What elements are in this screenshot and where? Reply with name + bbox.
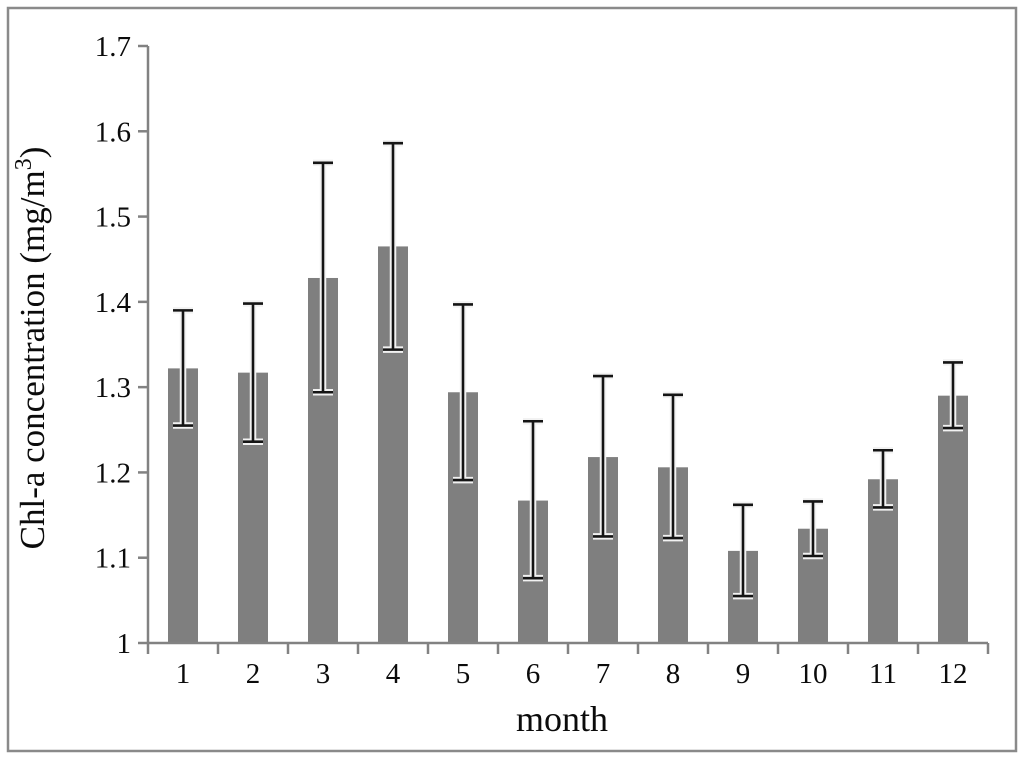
y-tick-label: 1.6 [95,116,131,148]
error-bar-month-9 [733,501,753,600]
error-bar-month-11 [873,447,893,511]
x-tick-label: 6 [526,658,541,690]
x-tick-label: 8 [666,658,681,690]
y-tick-label: 1.1 [95,543,131,575]
bar-month-12 [938,395,968,643]
error-bar-month-4 [383,139,403,353]
x-tick-label: 3 [316,658,331,690]
x-tick-label: 7 [596,658,611,690]
error-bar-month-12 [943,359,963,432]
x-tick-label: 5 [456,658,471,690]
x-tick-label: 12 [939,658,968,690]
error-bar-month-10 [803,498,823,560]
y-tick-label: 1.5 [95,202,131,234]
error-bar-month-2 [243,300,263,445]
y-tick-label: 1 [117,628,132,660]
y-tick-label: 1.7 [95,31,131,63]
x-tick-label: 4 [386,658,401,690]
error-bar-month-6 [523,418,543,582]
y-tick-label: 1.4 [95,287,132,319]
x-tick-label: 2 [246,658,261,690]
error-bar-month-1 [173,307,193,429]
y-tick-label: 1.2 [95,457,131,489]
x-tick-label: 9 [736,658,751,690]
plot-area: 11.11.21.31.41.51.61.71 2 3 4 5 6 7 8 9 10 11 12 [95,31,990,690]
x-axis-title: month [516,699,608,739]
error-bar-month-3 [313,159,333,396]
x-tick-label: 10 [799,658,828,690]
x-tick-label: 11 [869,658,897,690]
y-tick-label: 1.3 [95,372,131,404]
error-bar-month-5 [453,301,473,484]
error-bar-month-8 [663,391,683,542]
y-axis-title: Chl-a concentration (mg/m3) [11,147,52,550]
error-bar-month-7 [593,372,613,540]
x-tick-label: 1 [176,658,191,690]
figure-border [6,6,1018,753]
